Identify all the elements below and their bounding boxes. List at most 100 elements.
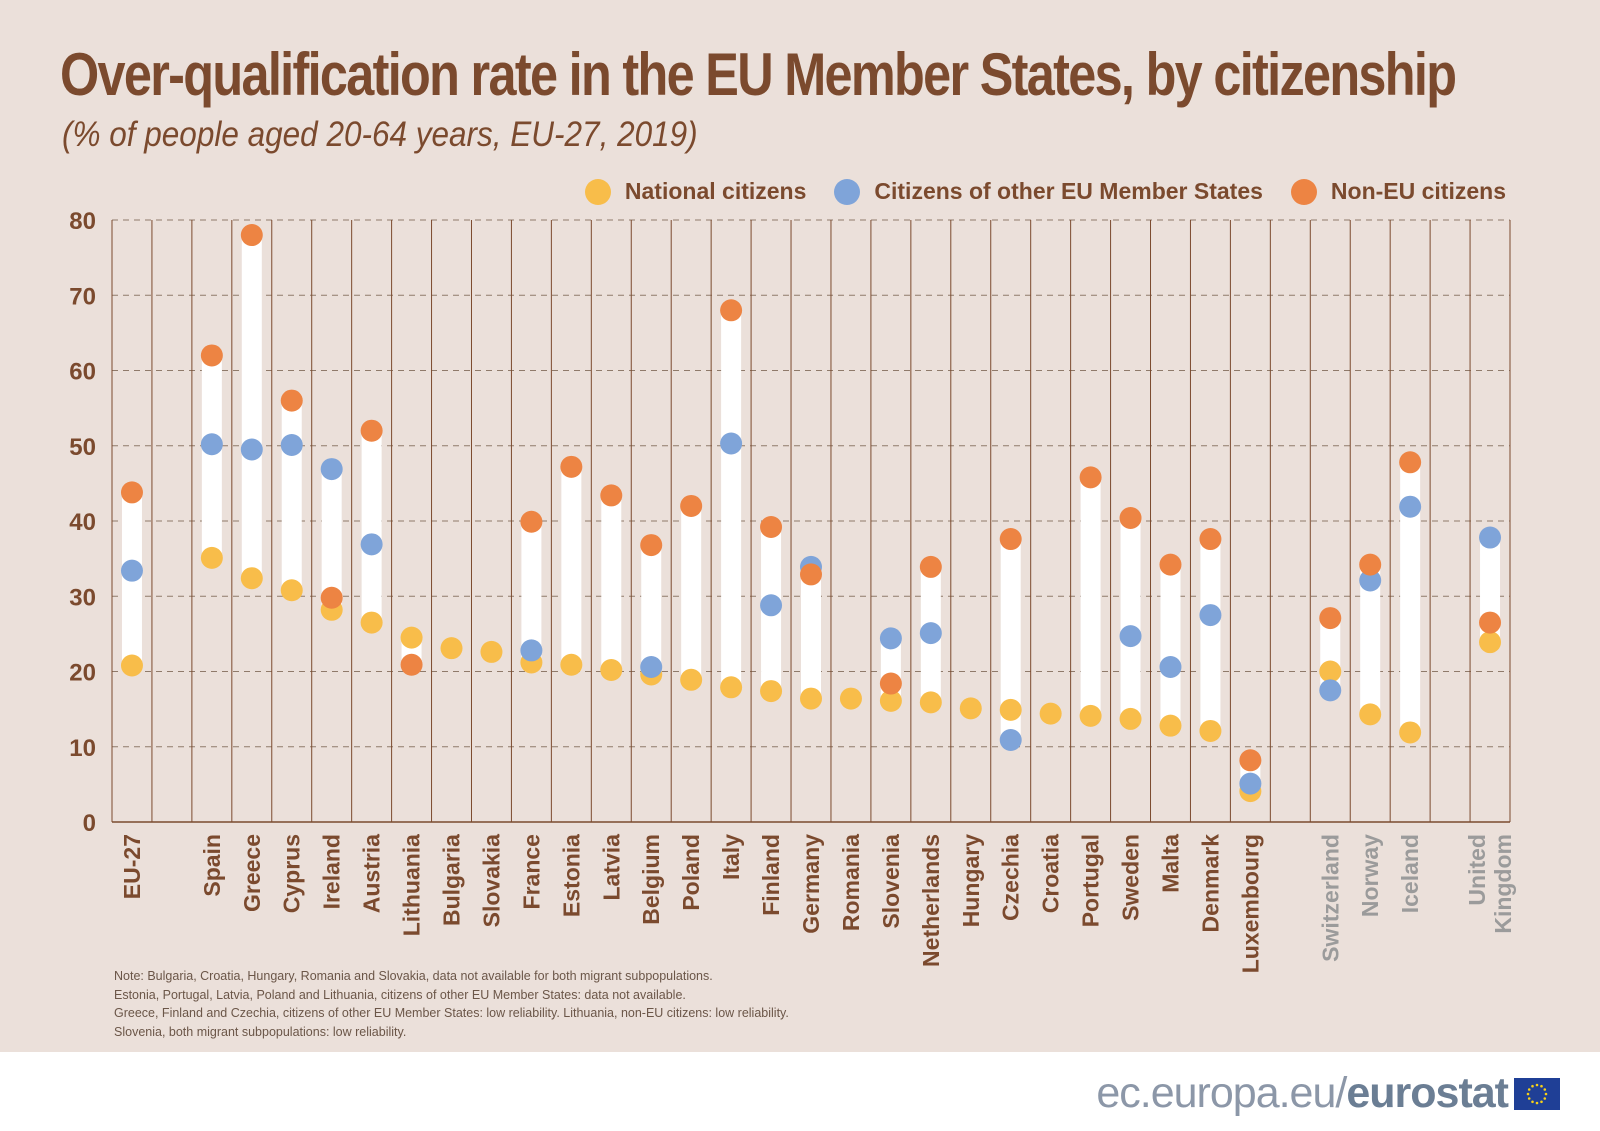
dot-national <box>879 689 902 712</box>
x-tick-label: Greece <box>239 834 265 912</box>
range-bar <box>1120 517 1141 719</box>
dot-eu <box>999 728 1022 751</box>
x-tick-label: Romania <box>838 834 864 931</box>
legend-marker-national <box>584 178 611 205</box>
x-tick-label: Lithuania <box>399 834 425 936</box>
dot-non-eu <box>120 481 143 504</box>
legend-label-eu: Citizens of other EU Member States <box>874 178 1263 204</box>
dot-eu <box>520 639 543 662</box>
dot-national <box>1319 660 1342 683</box>
dot-non-eu <box>240 224 263 247</box>
x-tick-label: Hungary <box>958 834 984 928</box>
chart-title: Over-qualification rate in the EU Member… <box>60 41 1457 108</box>
dot-national <box>560 653 583 676</box>
legend-label-national: National citizens <box>624 178 807 204</box>
dot-national <box>240 567 263 590</box>
note-line: Greece, Finland and Czechia, citizens of… <box>114 1006 789 1020</box>
note-line: Estonia, Portugal, Latvia, Poland and Li… <box>114 987 686 1002</box>
range-bar <box>361 430 382 623</box>
dot-eu <box>760 594 783 617</box>
x-tick-label: Estonia <box>558 834 584 917</box>
x-tick-label: Norway <box>1357 834 1383 917</box>
y-tick-label: 40 <box>69 509 96 536</box>
range-bar <box>641 545 662 675</box>
dot-national <box>1359 703 1382 726</box>
x-tick-label: Poland <box>678 834 704 911</box>
dot-eu <box>1399 495 1422 518</box>
dot-eu <box>360 533 383 556</box>
dot-national <box>1199 719 1222 742</box>
range-bar <box>561 466 582 665</box>
dot-national <box>280 579 303 602</box>
dot-non-eu <box>1399 451 1422 474</box>
x-tick-label: United <box>1464 834 1490 906</box>
x-tick-label: Luxembourg <box>1237 834 1263 973</box>
x-tick-label: Ireland <box>319 834 345 909</box>
dot-national <box>839 687 862 710</box>
x-tick-label: Sweden <box>1118 834 1144 921</box>
note-line: Slovenia, both migrant subpopulations: l… <box>114 1024 407 1039</box>
dot-non-eu <box>720 299 743 322</box>
x-tick-label: Iceland <box>1397 834 1423 913</box>
x-tick-label: Slovenia <box>878 834 904 929</box>
eurostat-footer: ec.europa.eu/eurostat <box>1096 1069 1560 1118</box>
x-tick-label: Portugal <box>1078 834 1104 927</box>
x-tick-label: Czechia <box>998 834 1024 921</box>
dot-eu <box>919 622 942 645</box>
range-bar <box>1200 539 1221 731</box>
dot-national <box>600 658 623 681</box>
chart-notes: Note: Bulgaria, Croatia, Hungary, Romani… <box>114 967 789 1041</box>
dot-non-eu <box>800 563 822 586</box>
dot-eu <box>120 559 143 582</box>
dot-eu <box>280 433 303 456</box>
x-tick-label: Malta <box>1157 834 1183 893</box>
dot-eu <box>720 432 743 455</box>
dot-national <box>360 611 383 634</box>
x-tick-label: Finland <box>758 834 784 916</box>
range-bar <box>201 355 222 558</box>
range-bar <box>1400 462 1421 733</box>
dot-eu <box>1479 526 1502 549</box>
dot-eu <box>240 438 263 461</box>
range-bar <box>601 495 622 670</box>
dot-non-eu <box>999 528 1022 551</box>
x-tick-label: EU-27 <box>119 834 145 899</box>
range-bar <box>321 469 342 610</box>
legend-marker-non-eu <box>1290 178 1317 205</box>
y-tick-label: 60 <box>69 359 96 386</box>
dot-national <box>1119 707 1142 730</box>
range-bar <box>1080 477 1101 716</box>
dot-non-eu <box>680 494 703 517</box>
y-tick-label: 30 <box>69 584 96 611</box>
y-tick-label: 20 <box>69 660 96 687</box>
dot-eu <box>1119 625 1142 648</box>
dot-non-eu <box>1239 749 1262 772</box>
legend-item-national: National citizens <box>584 178 807 205</box>
x-tick-label: Denmark <box>1197 834 1223 933</box>
dot-non-eu <box>919 555 942 578</box>
footer-site: ec.europa.eu/ <box>1096 1069 1347 1117</box>
dot-non-eu <box>200 344 223 367</box>
dot-national <box>1039 702 1062 725</box>
dot-non-eu <box>879 672 902 695</box>
dot-non-eu <box>1199 528 1222 551</box>
dot-eu <box>200 433 223 456</box>
range-bar <box>241 235 262 579</box>
dot-national <box>120 654 143 677</box>
dot-eu <box>1239 772 1262 795</box>
x-tick-label: Cyprus <box>279 834 305 913</box>
dot-non-eu <box>1319 607 1342 630</box>
dot-range-chart: 0 10 20 30 40 50 60 70 80 EU-27 Spain Greece Cyprus I… <box>69 208 1516 973</box>
x-tick-label: Bulgaria <box>439 834 465 926</box>
chart-panel <box>0 0 1600 1052</box>
dot-national <box>760 680 783 703</box>
x-tick-label: Netherlands <box>918 834 944 967</box>
dot-eu <box>640 655 663 678</box>
y-tick-label: 70 <box>69 283 96 310</box>
dot-eu <box>1159 655 1182 678</box>
dot-non-eu <box>600 484 623 507</box>
x-tick-label: Spain <box>199 834 225 897</box>
footer-url[interactable]: ec.europa.eu/eurostat <box>1096 1069 1509 1118</box>
range-bar <box>721 310 742 688</box>
dot-national <box>999 698 1022 721</box>
